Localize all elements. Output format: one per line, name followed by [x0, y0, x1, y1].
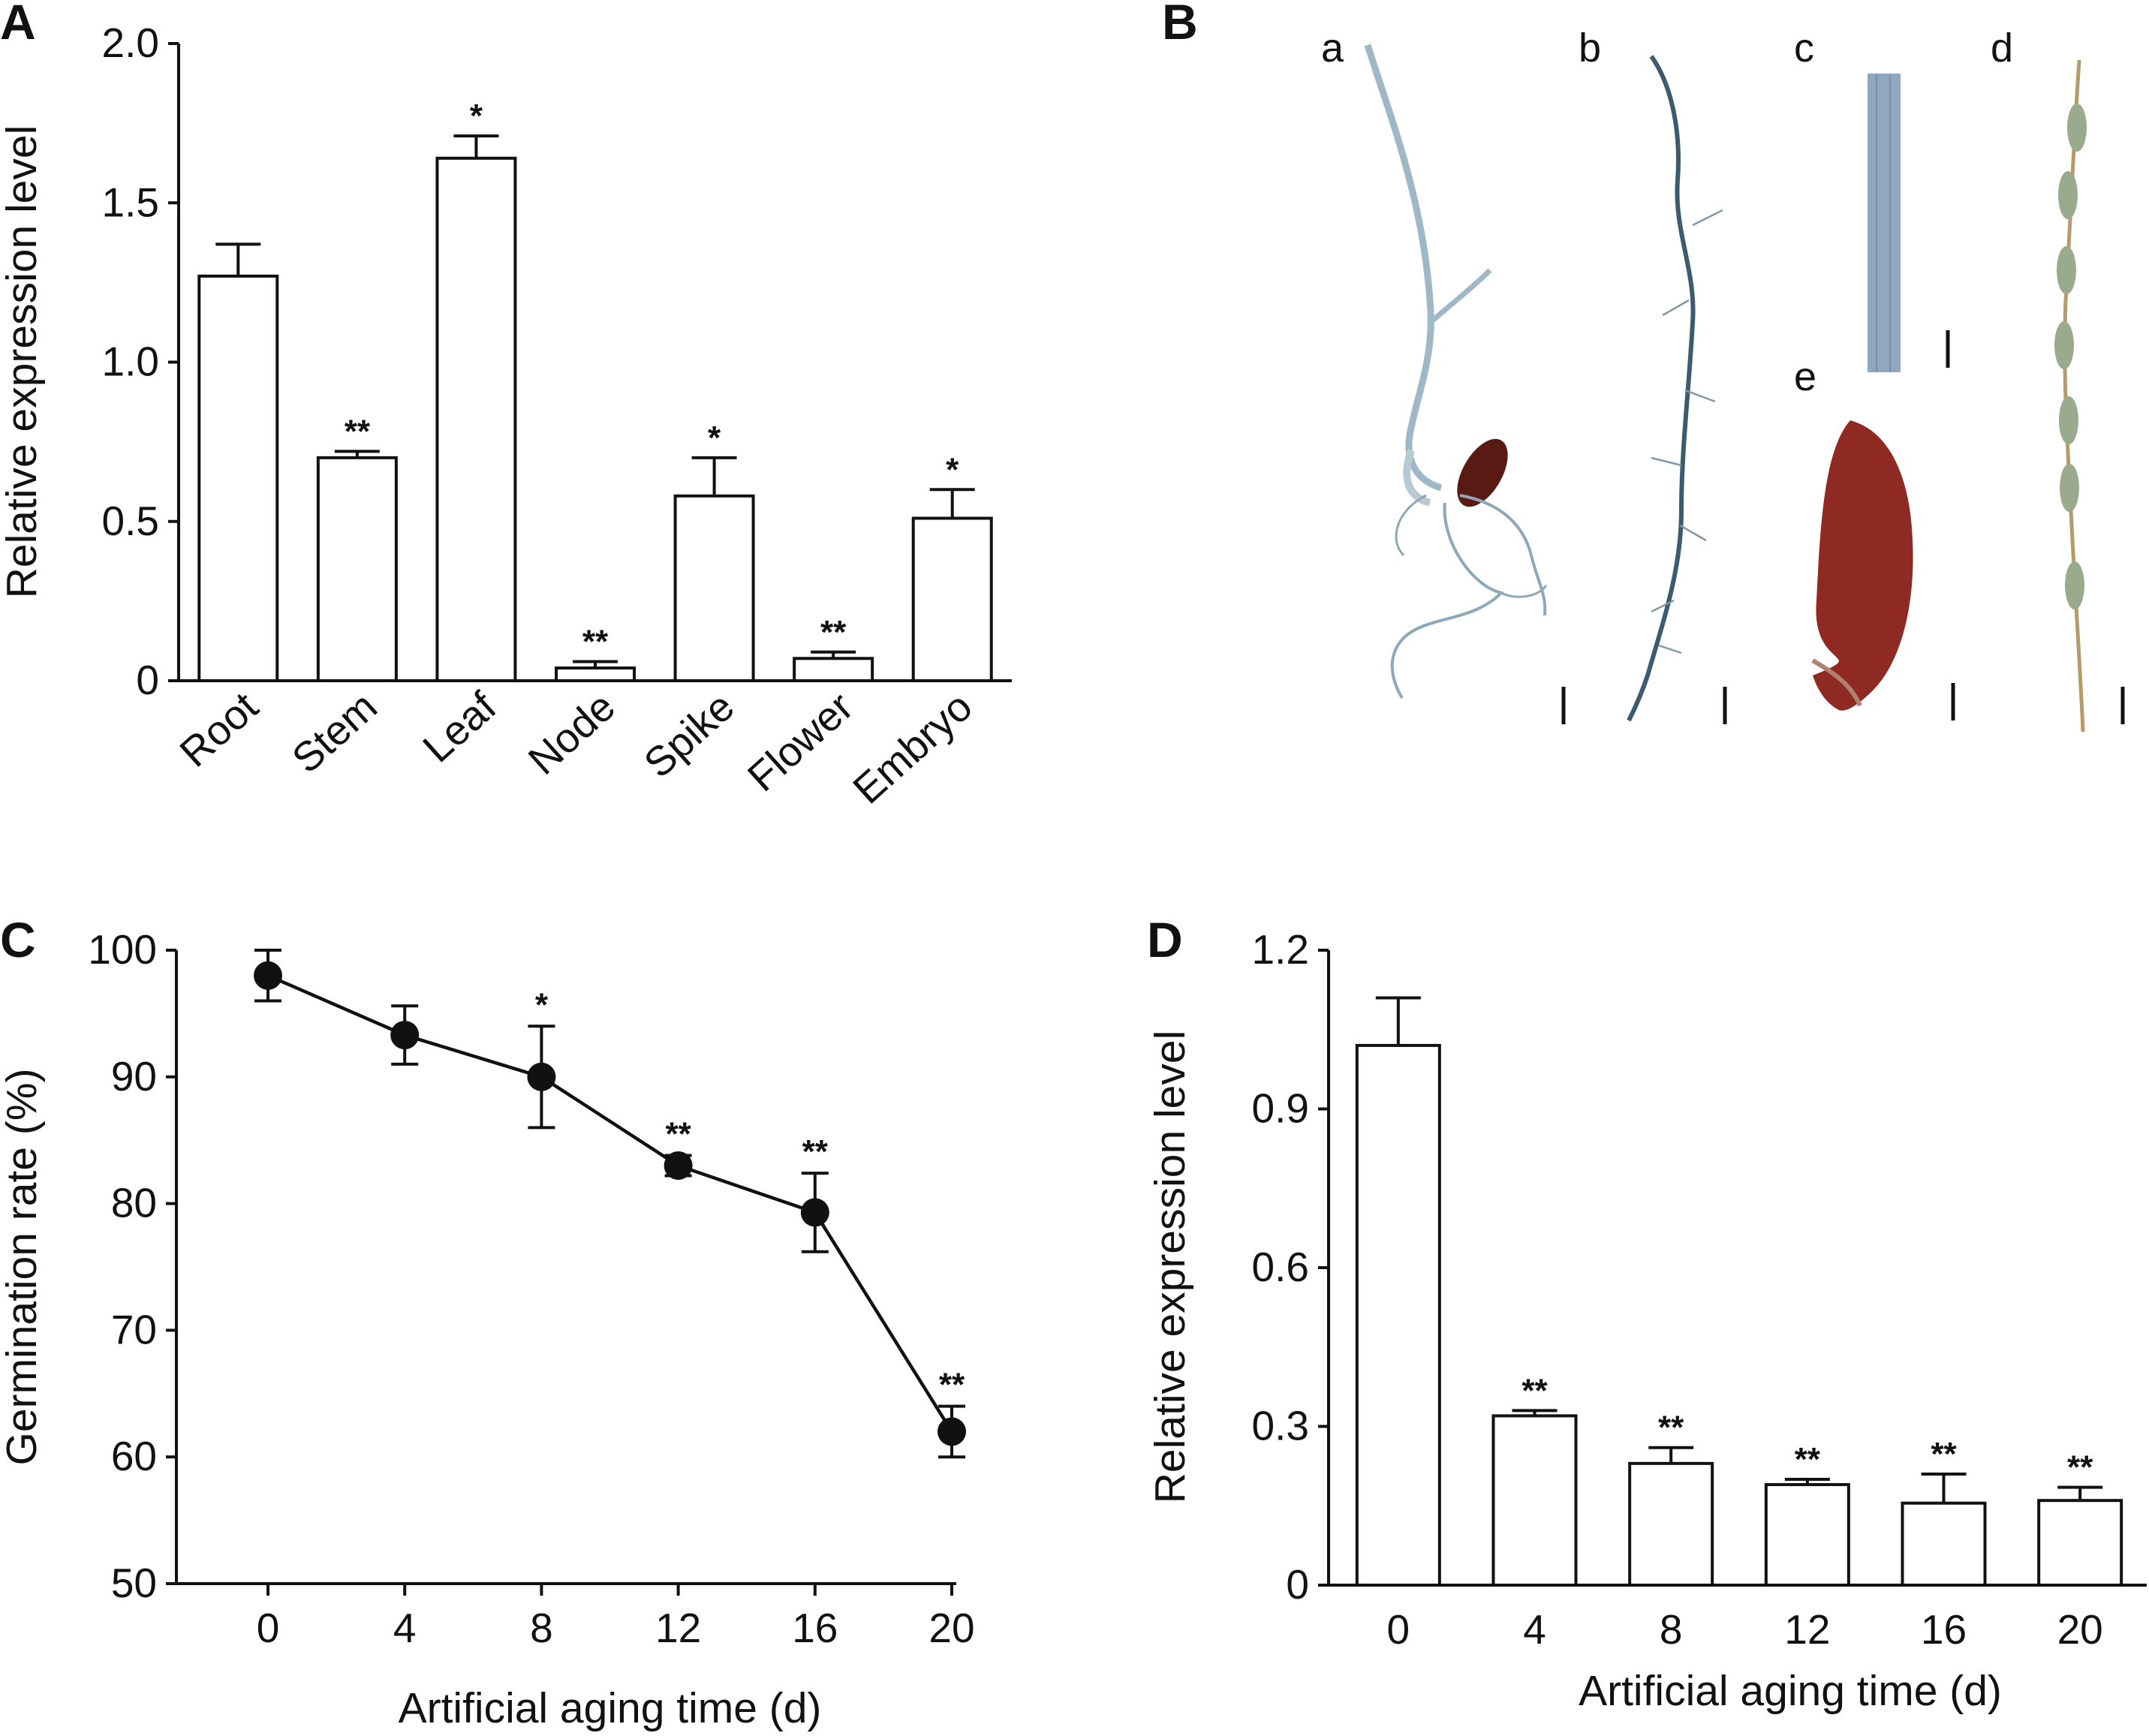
x-tick-label-c: 8	[530, 1605, 553, 1651]
x-axis-title-d: Artificial aging time (d)	[1579, 1667, 2002, 1715]
category-label: Root	[170, 683, 266, 776]
category-label: Flower	[739, 683, 862, 801]
seedling-photo-a	[1364, 44, 1566, 724]
photo-label-e: e	[1794, 354, 1816, 399]
significance-marker: **	[665, 1115, 691, 1152]
data-point	[527, 1062, 556, 1091]
x-tick-label-c: 20	[929, 1605, 974, 1651]
seed-photo-e	[1811, 420, 1955, 721]
bar-embryo	[911, 516, 993, 682]
x-tick-label-d: 0	[1387, 1606, 1410, 1653]
bar-leaf	[435, 156, 517, 682]
spike-photo-d	[2054, 59, 2125, 733]
significance-marker: **	[820, 614, 847, 651]
photo-label-d: d	[1991, 26, 2013, 71]
significance-marker: **	[1931, 1436, 1957, 1473]
x-tick-label-c: 16	[792, 1605, 838, 1651]
x-tick-label-d: 20	[2057, 1606, 2103, 1653]
bar-node	[555, 666, 636, 683]
panel-letter-d: D	[1147, 912, 1183, 967]
y-tick-label-d: 1.2	[1252, 926, 1309, 973]
x-tick-label-d: 16	[1921, 1606, 1967, 1653]
y-tick-label-d: 0.9	[1252, 1085, 1309, 1132]
leaf-photo-c	[1868, 74, 1950, 372]
significance-marker: **	[939, 1367, 965, 1404]
y-tick-label-a: 1.0	[102, 338, 159, 385]
y-tick-label-c: 50	[111, 1560, 157, 1606]
bar-spike	[673, 494, 755, 682]
y-axis-title-d: Relative expression level	[1146, 1030, 1194, 1503]
series-line-c	[267, 973, 953, 1433]
photo-label-a: a	[1321, 26, 1344, 71]
y-tick-label-a: 1.5	[102, 179, 159, 225]
data-point	[254, 961, 282, 990]
significance-marker: **	[1795, 1441, 1821, 1478]
photo-label-b: b	[1579, 26, 1601, 71]
bar-day-0	[1355, 1043, 1441, 1587]
x-tick-label-d: 4	[1523, 1606, 1546, 1653]
y-tick-label-a: 0.5	[102, 498, 159, 544]
significance-marker: **	[345, 413, 371, 450]
panel-letter-a: A	[0, 0, 36, 50]
panel-letter-b: B	[1162, 0, 1198, 50]
bar-day-20	[2037, 1499, 2123, 1587]
x-tick-label-c: 12	[655, 1605, 701, 1651]
data-point	[390, 1021, 420, 1050]
significance-marker: **	[582, 624, 609, 660]
y-tick-label-d: 0	[1286, 1561, 1309, 1608]
significance-marker: **	[802, 1133, 829, 1170]
chart-c-germination-rate: 50 60 70 80 90 100 0 4 8 12 16 20 Artificial aging t…	[0, 926, 975, 1732]
category-label: Stem	[283, 683, 386, 782]
category-label: Embryo	[844, 683, 980, 813]
significance-marker: *	[535, 986, 549, 1023]
root-photo-b	[1627, 55, 1727, 724]
category-label: Spike	[635, 683, 743, 787]
significance-marker: *	[470, 98, 483, 134]
photo-label-c: c	[1794, 26, 1814, 71]
y-axis-title-c: Germination rate (%)	[0, 1068, 46, 1465]
category-label: Leaf	[414, 682, 505, 771]
y-tick-label-d: 0.6	[1252, 1244, 1309, 1290]
y-tick-label-c: 70	[111, 1306, 157, 1352]
chart-a-expression-by-tissue: 0 0.5 1.0 1.5 2.0 Relative expression level Ro…	[0, 20, 1012, 813]
category-label: Node	[519, 683, 624, 784]
bar-root	[197, 274, 279, 682]
x-tick-label-d: 8	[1660, 1606, 1683, 1653]
y-tick-label-d: 0.3	[1252, 1403, 1309, 1449]
y-tick-label-c: 80	[111, 1180, 157, 1226]
data-point	[800, 1198, 829, 1227]
x-tick-label-d: 12	[1784, 1606, 1830, 1653]
significance-marker: **	[1658, 1410, 1684, 1446]
bar-day-12	[1764, 1483, 1850, 1587]
y-tick-label-c: 90	[111, 1053, 157, 1100]
x-tick-label-c: 4	[393, 1605, 417, 1651]
bar-day-4	[1491, 1414, 1578, 1587]
y-axis-title-a: Relative expression level	[0, 125, 46, 598]
panel-letter-c: C	[0, 912, 36, 967]
y-tick-label-c: 60	[111, 1433, 157, 1479]
bar-day-8	[1628, 1461, 1714, 1587]
data-point	[664, 1151, 693, 1180]
significance-marker: *	[946, 451, 959, 488]
significance-marker: **	[2067, 1449, 2093, 1486]
y-tick-label-a: 2.0	[102, 20, 159, 66]
x-axis-title-c: Artificial aging time (d)	[399, 1684, 822, 1732]
data-point	[938, 1417, 966, 1446]
y-tick-label-a: 0	[136, 657, 159, 703]
bar-stem	[316, 456, 398, 682]
significance-marker: *	[708, 420, 721, 456]
panel-b-photographs: a b c d e	[1321, 26, 2125, 733]
chart-d-expression-aging: 0 0.3 0.6 0.9 1.2 Relative expression level 0 *…	[1146, 926, 2147, 1715]
y-tick-label-c: 100	[88, 926, 157, 973]
significance-marker: **	[1521, 1372, 1548, 1409]
bar-flower	[793, 657, 874, 682]
bar-day-16	[1901, 1501, 1987, 1587]
x-tick-label-c: 0	[257, 1605, 280, 1651]
